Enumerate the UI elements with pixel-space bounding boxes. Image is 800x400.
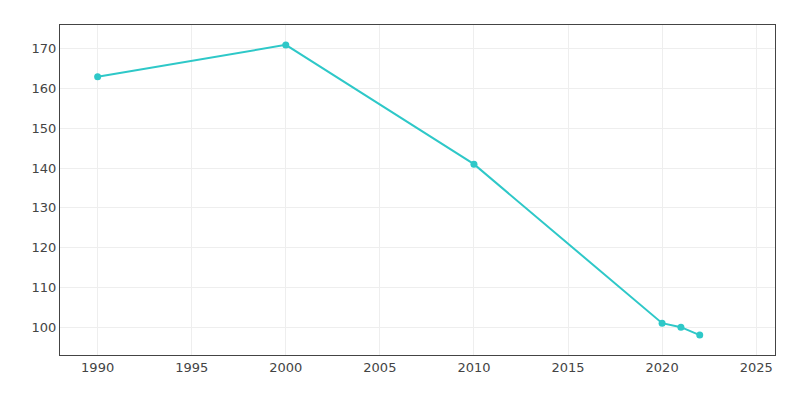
svg-text:100: 100 bbox=[32, 320, 57, 335]
svg-text:1995: 1995 bbox=[175, 360, 208, 375]
svg-text:2015: 2015 bbox=[551, 360, 584, 375]
svg-text:130: 130 bbox=[32, 200, 57, 215]
svg-text:140: 140 bbox=[32, 161, 57, 176]
svg-text:1990: 1990 bbox=[81, 360, 114, 375]
svg-text:110: 110 bbox=[32, 280, 57, 295]
svg-text:160: 160 bbox=[32, 81, 57, 96]
svg-text:2005: 2005 bbox=[363, 360, 396, 375]
svg-text:170: 170 bbox=[32, 41, 57, 56]
svg-text:120: 120 bbox=[32, 240, 57, 255]
svg-text:2000: 2000 bbox=[269, 360, 302, 375]
svg-text:150: 150 bbox=[32, 121, 57, 136]
svg-text:2025: 2025 bbox=[740, 360, 773, 375]
svg-text:2020: 2020 bbox=[646, 360, 679, 375]
svg-text:2010: 2010 bbox=[457, 360, 490, 375]
